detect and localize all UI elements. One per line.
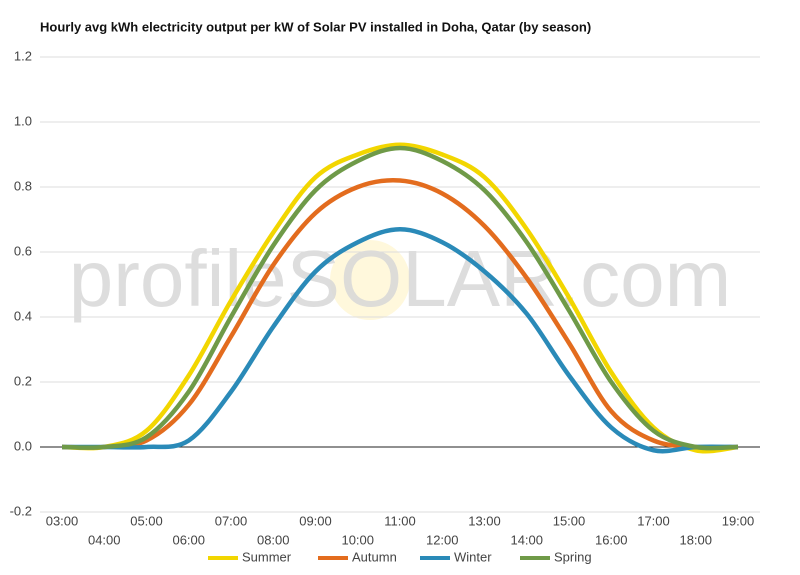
x-tick-label: 18:00 (679, 532, 712, 547)
y-tick-label: 0.4 (14, 308, 32, 323)
x-tick-label: 07:00 (215, 513, 248, 528)
legend-label: Autumn (352, 549, 397, 564)
x-tick-label: 10:00 (341, 532, 374, 547)
y-tick-label: 0.6 (14, 243, 32, 258)
series-line (61, 145, 739, 451)
x-tick-label: 08:00 (257, 532, 290, 547)
series-line (62, 227, 739, 454)
y-tick-label: 1.2 (14, 48, 32, 63)
watermark-sun (330, 240, 410, 320)
y-tick-label: 1.0 (14, 113, 32, 128)
y-tick-label: 0.2 (14, 373, 32, 388)
y-tick-label: 0.0 (14, 438, 32, 453)
y-tick-label: 0.8 (14, 178, 32, 193)
x-tick-label: 19:00 (722, 513, 755, 528)
x-tick-label: 09:00 (299, 513, 332, 528)
x-tick-label: 12:00 (426, 532, 459, 547)
legend-label: Winter (454, 549, 492, 564)
x-tick-label: 06:00 (172, 532, 205, 547)
chart-title: Hourly avg kWh electricity output per kW… (40, 19, 591, 34)
x-tick-label: 03:00 (46, 513, 79, 528)
x-tick-label: 15:00 (553, 513, 586, 528)
x-tick-label: 11:00 (384, 513, 416, 528)
x-tick-label: 13:00 (468, 513, 501, 528)
x-tick-label: 17:00 (637, 513, 670, 528)
x-tick-label: 04:00 (88, 532, 121, 547)
watermark: profileSOLAR.com (69, 234, 731, 323)
y-tick-label: -0.2 (10, 503, 32, 518)
series-line (61, 142, 739, 454)
series-line (61, 177, 739, 450)
legend-label: Summer (242, 549, 292, 564)
x-tick-label: 05:00 (130, 513, 163, 528)
x-tick-label: 16:00 (595, 532, 628, 547)
legend-label: Spring (554, 549, 592, 564)
x-tick-label: 14:00 (510, 532, 543, 547)
